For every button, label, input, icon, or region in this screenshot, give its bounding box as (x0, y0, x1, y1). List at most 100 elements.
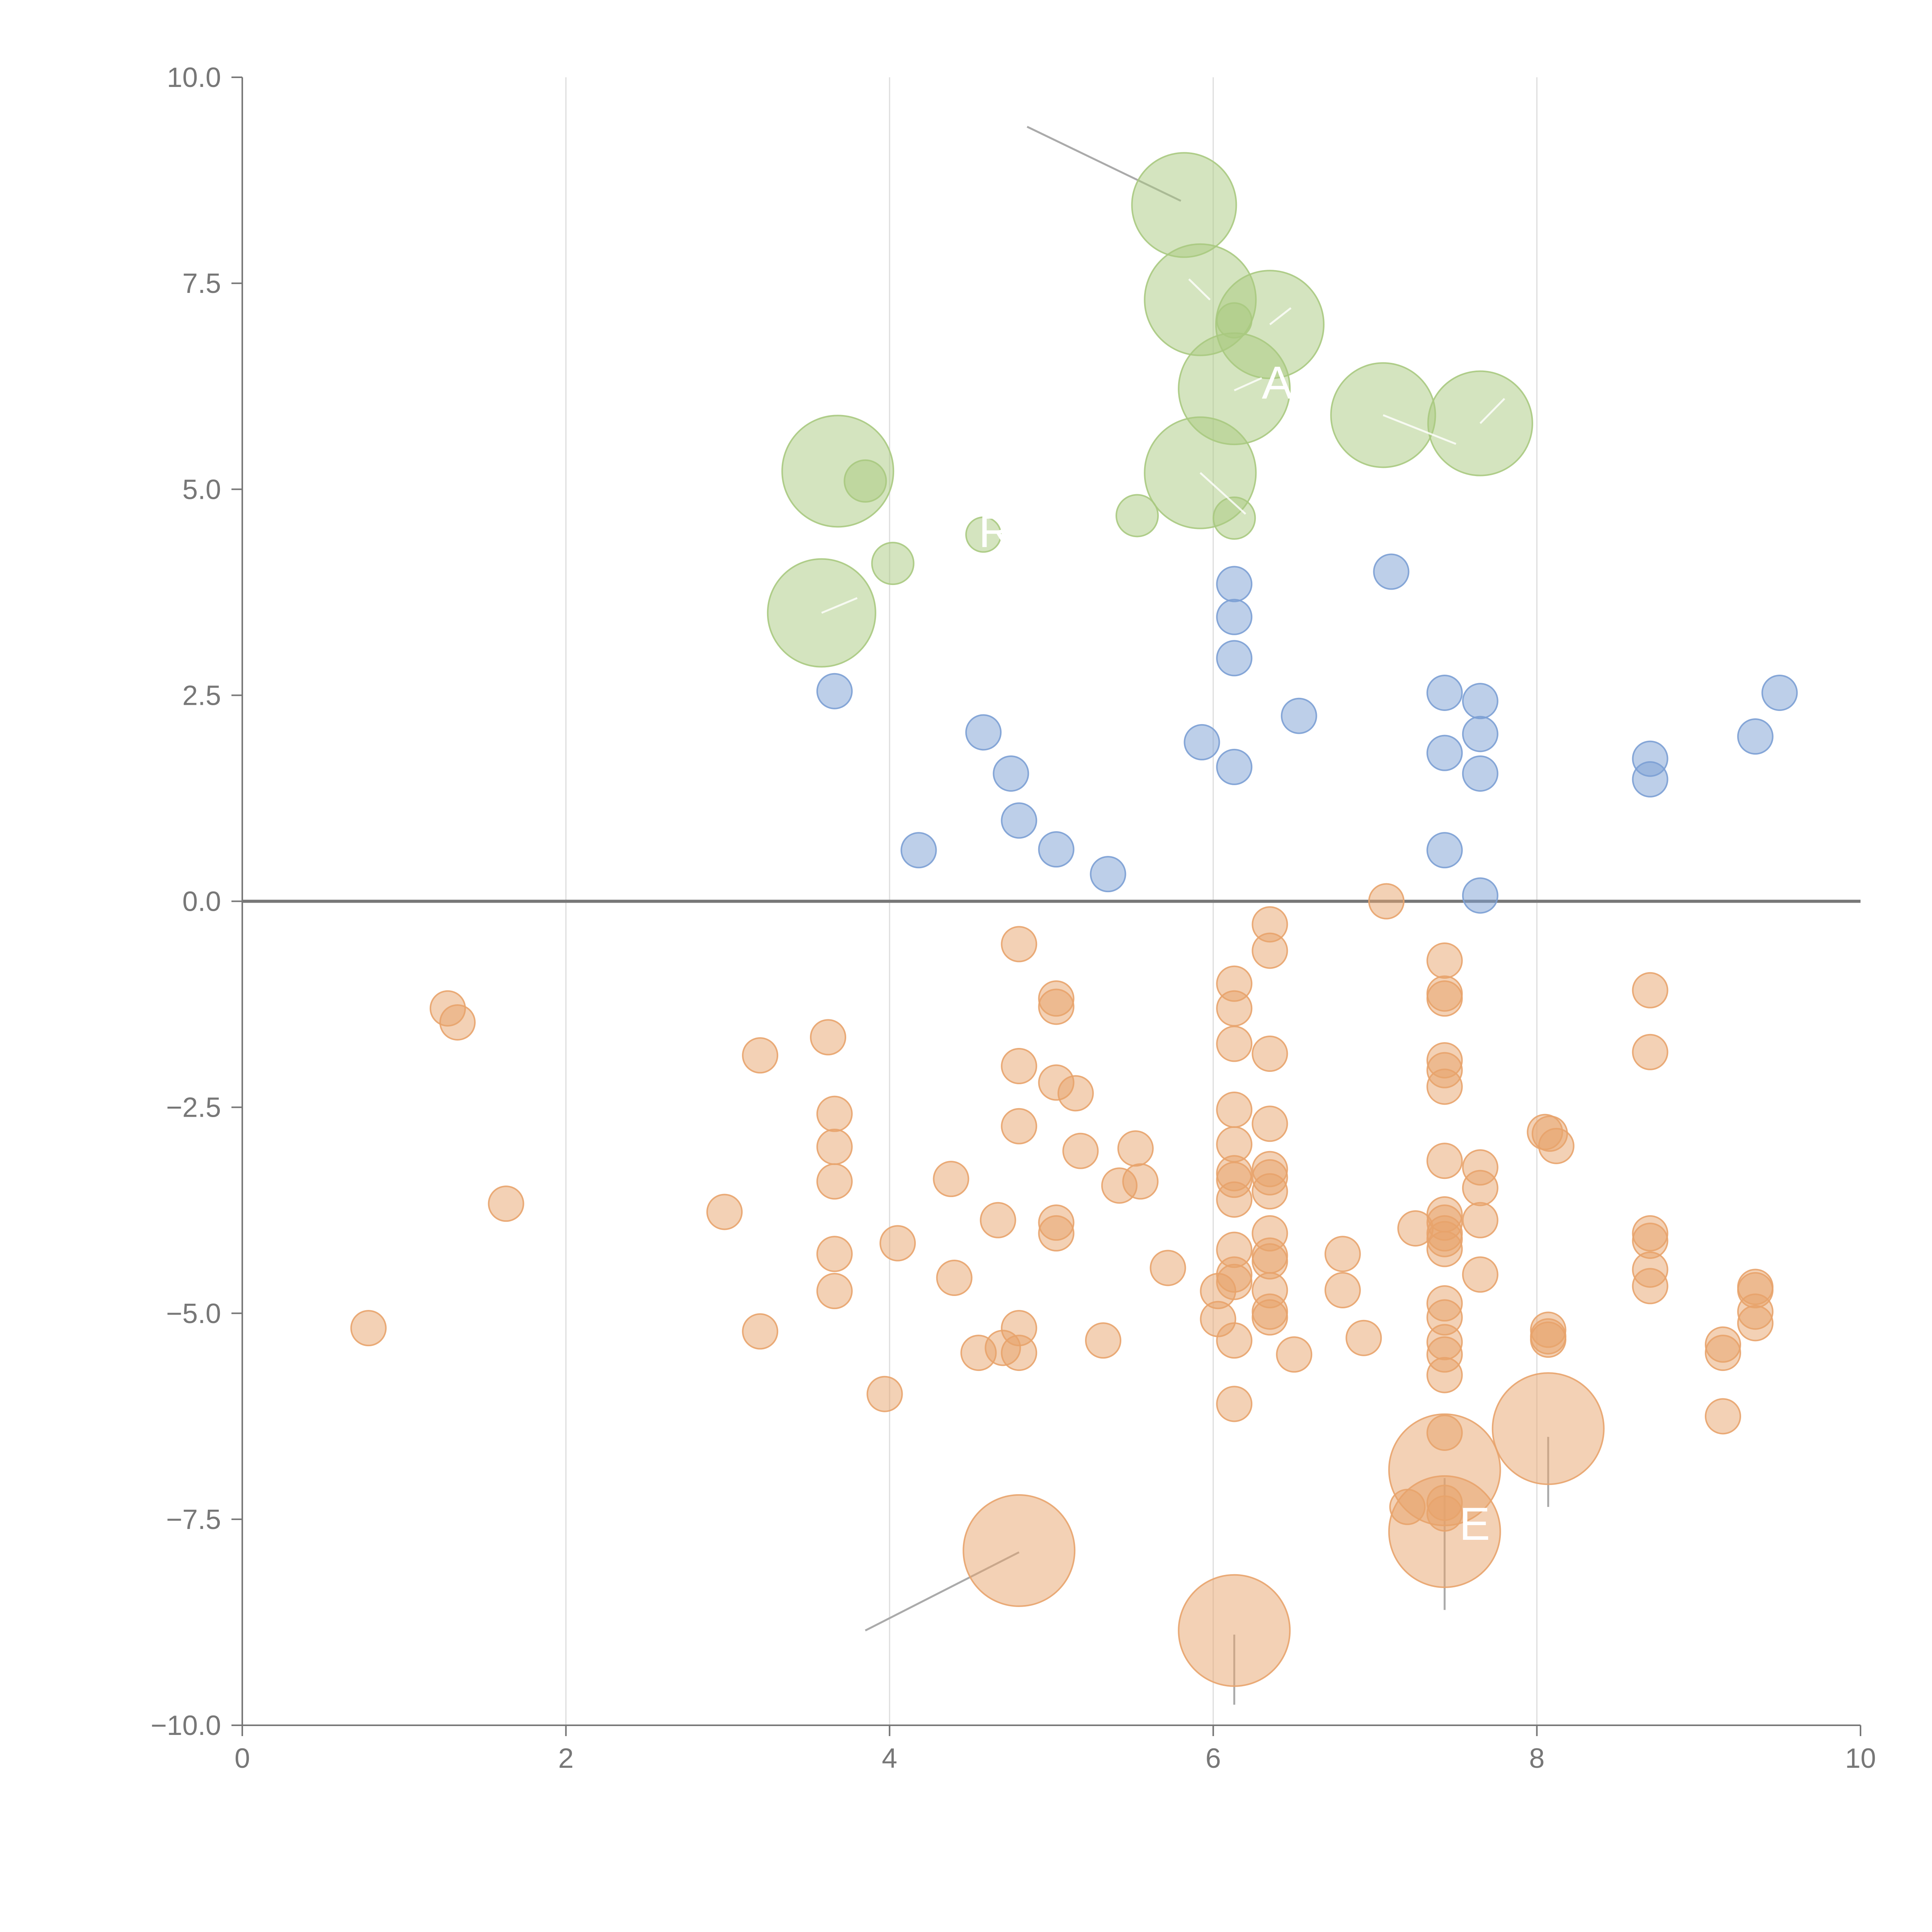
orange-data-point (350, 1310, 387, 1347)
green-data-point (1131, 152, 1237, 258)
orange-data-point (879, 1225, 916, 1262)
green-data-point (844, 459, 887, 503)
blue-data-point (1462, 755, 1498, 792)
orange-data-point (1057, 1075, 1094, 1112)
orange-data-point (963, 1494, 1076, 1607)
y-tick-label: −5.0 (166, 1298, 221, 1329)
blue-data-point (1184, 724, 1220, 760)
blue-data-point (1090, 856, 1126, 893)
orange-data-point (1001, 1108, 1037, 1145)
orange-data-point (1216, 1386, 1253, 1422)
orange-data-point (1062, 1133, 1099, 1169)
x-tick-label: 10 (1845, 1743, 1876, 1774)
orange-data-point (488, 1185, 524, 1222)
x-tick-label: 0 (235, 1743, 250, 1774)
green-data-point (1213, 496, 1256, 540)
blue-data-point (1426, 735, 1463, 771)
orange-data-point (1216, 990, 1253, 1027)
orange-data-point (816, 1163, 853, 1200)
orange-data-point (1462, 1202, 1498, 1238)
orange-data-point (980, 1202, 1016, 1238)
orange-data-point (1001, 926, 1037, 963)
orange-data-point (1276, 1336, 1313, 1373)
orange-data-point (1705, 1335, 1742, 1371)
orange-data-point (1705, 1398, 1742, 1435)
annotation-leader-line (1480, 398, 1505, 424)
annotation-label: E (1459, 1498, 1490, 1550)
y-tick-label: 0.0 (182, 886, 221, 917)
blue-data-point (816, 673, 853, 709)
orange-data-point (1426, 942, 1463, 979)
orange-data-point (1252, 1173, 1288, 1210)
orange-data-point (1252, 932, 1288, 969)
orange-data-point (936, 1260, 973, 1296)
orange-data-point (1001, 1335, 1037, 1371)
orange-data-point (1426, 1231, 1463, 1267)
orange-data-point (1632, 1034, 1668, 1070)
orange-data-point (1038, 1215, 1075, 1252)
y-tick-label: 5.0 (182, 474, 221, 505)
annotation-leader-line (1269, 307, 1292, 325)
blue-data-point (1216, 640, 1253, 677)
orange-data-point (1324, 1272, 1361, 1309)
x-tick-label: 2 (558, 1743, 574, 1774)
orange-data-point (810, 1019, 847, 1056)
data-points (350, 152, 1798, 1687)
orange-data-point (742, 1313, 779, 1350)
blue-data-point (1462, 877, 1498, 914)
orange-data-point (1117, 1130, 1154, 1167)
orange-data-point (1737, 1305, 1774, 1342)
orange-data-point (706, 1194, 743, 1230)
blue-data-point (1216, 599, 1253, 635)
annotation-leader-line (1383, 414, 1456, 445)
orange-data-point (1426, 980, 1463, 1017)
blue-data-point (1737, 718, 1774, 755)
blue-data-point (1462, 683, 1498, 719)
blue-data-point (1281, 697, 1317, 734)
blue-data-point (1632, 761, 1668, 798)
green-data-point (965, 516, 1002, 553)
blue-data-point (993, 755, 1029, 792)
annotations: A R E (821, 278, 1505, 1550)
orange-data-point (742, 1037, 779, 1074)
orange-data-point (1101, 1167, 1138, 1204)
orange-data-point (1426, 1357, 1463, 1393)
y-tick-label: −2.5 (166, 1092, 221, 1123)
annotation-label: A (1262, 357, 1293, 409)
orange-data-point (1345, 1320, 1382, 1356)
orange-data-point (1252, 1299, 1288, 1336)
blue-data-point (900, 832, 937, 869)
annotation-leader-line (1188, 278, 1211, 301)
orange-data-point (1492, 1372, 1605, 1485)
green-data-point (1115, 494, 1159, 537)
y-tick-label: 7.5 (182, 268, 221, 299)
orange-data-point (1426, 1143, 1463, 1179)
orange-data-point (816, 1236, 853, 1272)
blue-data-point (1426, 832, 1463, 869)
y-tick-label: −7.5 (166, 1504, 221, 1535)
orange-data-point (1538, 1128, 1575, 1164)
y-tick-label: 2.5 (182, 680, 221, 711)
blue-data-point (1001, 802, 1037, 839)
orange-data-point (1388, 1475, 1501, 1588)
orange-data-point (816, 1273, 853, 1310)
annotation-leader-line (821, 597, 858, 614)
orange-data-point (816, 1128, 853, 1165)
y-tick-label: 10.0 (167, 62, 221, 93)
orange-data-point (1216, 1026, 1253, 1062)
orange-data-point (1462, 1256, 1498, 1293)
orange-data-point (933, 1161, 969, 1197)
y-tick-label: −10.0 (151, 1710, 221, 1741)
blue-data-point (1038, 831, 1075, 868)
orange-data-point (816, 1095, 853, 1132)
orange-data-point (1085, 1322, 1122, 1359)
axes: 10.0 7.5 5.0 2.5 0.0 −2.5 −5.0 −7.5 −10.0 0 2 4 6 8 10 (151, 62, 1876, 1774)
orange-data-point (1426, 1068, 1463, 1105)
orange-data-point (1530, 1321, 1566, 1358)
orange-data-point (1216, 1181, 1253, 1218)
orange-data-point (1216, 1322, 1253, 1359)
blue-data-point (1462, 716, 1498, 752)
orange-data-point (866, 1376, 903, 1412)
